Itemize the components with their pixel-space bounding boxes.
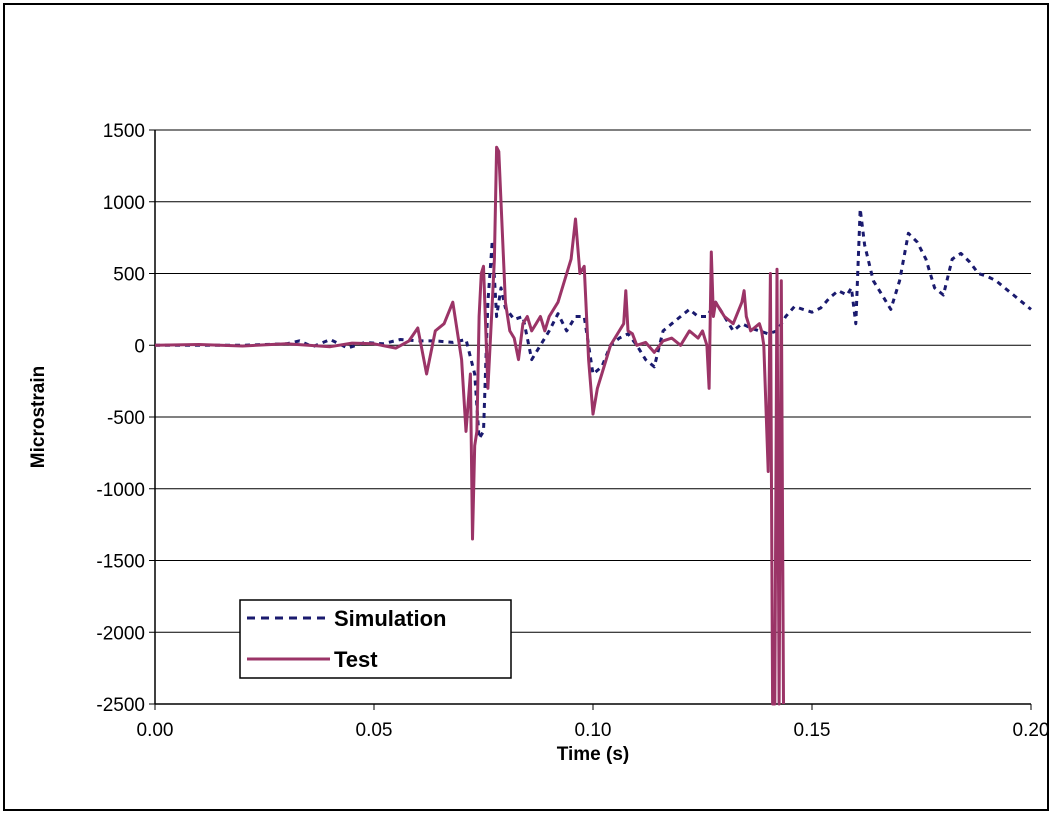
series-line-simulation bbox=[155, 207, 1032, 440]
y-tick-label: 500 bbox=[113, 265, 145, 286]
x-tick-label: 0.10 bbox=[575, 720, 612, 741]
legend-label-simulation: Simulation bbox=[334, 606, 446, 631]
y-tick-label: -1000 bbox=[96, 480, 145, 501]
y-tick-label: 0 bbox=[134, 336, 145, 357]
y-tick-labels: 1500 1000 500 0 -500 -1000 -1500 -2000 -2500 bbox=[96, 121, 145, 716]
legend-box bbox=[239, 599, 512, 679]
y-axis-title: Microstrain bbox=[28, 366, 49, 468]
x-axis-title: Time (s) bbox=[557, 744, 630, 765]
x-tick-labels: 0.00 0.05 0.10 0.15 0.20 bbox=[137, 720, 1050, 741]
y-tick-label: -500 bbox=[107, 408, 145, 429]
series-layer bbox=[155, 145, 1032, 706]
y-tick-label: -2000 bbox=[96, 623, 145, 644]
y-tick-label: -2500 bbox=[96, 695, 145, 716]
axes bbox=[154, 130, 1032, 710]
x-tick-label: 0.00 bbox=[137, 720, 174, 741]
y-tick-label: 1500 bbox=[103, 121, 145, 142]
y-tick-label: 1000 bbox=[103, 193, 145, 214]
legend: Simulation Test bbox=[239, 599, 512, 679]
x-tick-label: 0.20 bbox=[1013, 720, 1050, 741]
series-line-test bbox=[155, 145, 785, 706]
y-tick-label: -1500 bbox=[96, 552, 145, 573]
x-tick-label: 0.15 bbox=[794, 720, 831, 741]
legend-label-test: Test bbox=[334, 647, 378, 672]
x-tick-label: 0.05 bbox=[356, 720, 393, 741]
